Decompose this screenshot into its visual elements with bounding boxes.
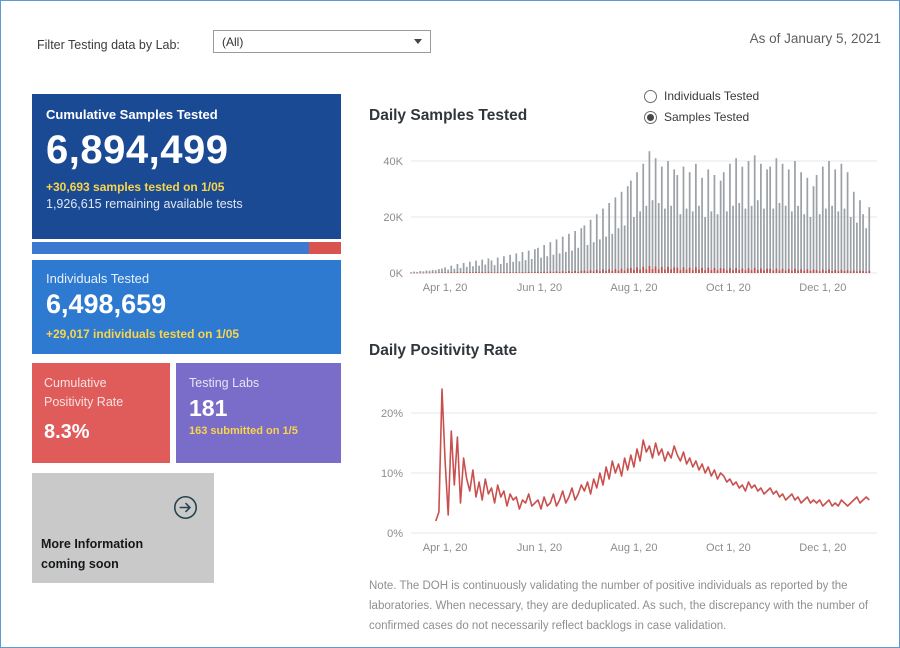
radio-selected-icon[interactable] <box>644 110 657 124</box>
svg-text:Apr 1, 20: Apr 1, 20 <box>423 282 468 294</box>
daily-samples-chart-title: Daily Samples Tested <box>369 107 528 124</box>
individuals-tested-delta: +29,017 individuals tested on 1/05 <box>46 327 240 341</box>
svg-text:Dec 1, 20: Dec 1, 20 <box>799 282 846 294</box>
svg-text:0K: 0K <box>390 268 404 280</box>
measure-toggle: Individuals Tested Samples Tested <box>644 89 759 131</box>
testing-labs-delta: 163 submitted on 1/5 <box>189 424 298 437</box>
svg-text:Jun 1, 20: Jun 1, 20 <box>517 282 562 294</box>
cumulative-positivity-value: 8.3% <box>44 420 90 443</box>
dropdown-caret-icon <box>414 39 422 44</box>
svg-text:40K: 40K <box>383 156 403 168</box>
more-info-label: More Information coming soon <box>41 537 144 571</box>
cumulative-samples-delta: +30,693 samples tested on 1/05 <box>46 180 225 194</box>
radio-samples-tested[interactable]: Samples Tested <box>644 110 759 124</box>
svg-text:10%: 10% <box>381 468 403 480</box>
svg-text:20%: 20% <box>381 408 403 420</box>
cumulative-samples-title: Cumulative Samples Tested <box>46 107 218 122</box>
lab-filter-dropdown[interactable]: (All) <box>213 30 431 53</box>
testing-labs-value: 181 <box>189 394 228 421</box>
daily-positivity-chart-title: Daily Positivity Rate <box>369 342 518 359</box>
test-capacity-progress-bar <box>32 242 341 254</box>
svg-text:20K: 20K <box>383 212 403 224</box>
radio-individuals-tested[interactable]: Individuals Tested <box>644 89 759 103</box>
individuals-tested-title: Individuals Tested <box>46 271 150 286</box>
daily-positivity-chart[interactable]: 0% 10% 20% Apr 1, 20 Jun 1, 20 Aug 1, 20 Oct 1… <box>361 369 885 559</box>
svg-text:Oct 1, 20: Oct 1, 20 <box>706 542 751 554</box>
radio-individuals-label: Individuals Tested <box>664 89 760 103</box>
testing-labs-card: Testing Labs 181 163 submitted on 1/5 <box>176 363 341 463</box>
individuals-tested-card: Individuals Tested 6,498,659 +29,017 ind… <box>32 260 341 354</box>
progress-used-segment <box>32 242 309 254</box>
radio-unselected-icon[interactable] <box>644 89 657 103</box>
more-info-card[interactable]: More Information coming soon <box>32 473 214 583</box>
svg-text:Aug 1, 20: Aug 1, 20 <box>610 542 657 554</box>
radio-samples-label: Samples Tested <box>664 110 750 124</box>
svg-text:Oct 1, 20: Oct 1, 20 <box>706 282 751 294</box>
remaining-tests-label: 1,926,615 remaining available tests <box>46 197 243 211</box>
svg-text:Jun 1, 20: Jun 1, 20 <box>517 542 562 554</box>
svg-text:Apr 1, 20: Apr 1, 20 <box>423 542 468 554</box>
as-of-date: As of January 5, 2021 <box>749 31 881 46</box>
filter-label: Filter Testing data by Lab: <box>37 38 180 52</box>
cumulative-positivity-card: Cumulative Positivity Rate 8.3% <box>32 363 170 463</box>
validation-note: Note. The DOH is continuously validating… <box>369 580 869 632</box>
progress-remaining-segment <box>308 242 341 254</box>
individuals-tested-value: 6,498,659 <box>46 289 167 319</box>
arrow-circle-icon[interactable] <box>173 495 198 520</box>
cumulative-samples-card: Cumulative Samples Tested 6,894,499 +30,… <box>32 94 341 239</box>
daily-samples-chart[interactable]: 0K 20K 40K Apr 1, 20 Jun 1, 20 Aug 1, 20 Oct 1… <box>361 139 885 299</box>
svg-text:Aug 1, 20: Aug 1, 20 <box>610 282 657 294</box>
lab-filter-value: (All) <box>222 34 244 49</box>
testing-labs-title: Testing Labs <box>189 376 260 390</box>
svg-text:0%: 0% <box>387 528 403 540</box>
cumulative-samples-value: 6,894,499 <box>46 128 229 172</box>
svg-text:Dec 1, 20: Dec 1, 20 <box>799 542 846 554</box>
cumulative-positivity-title: Cumulative Positivity Rate <box>44 376 124 409</box>
